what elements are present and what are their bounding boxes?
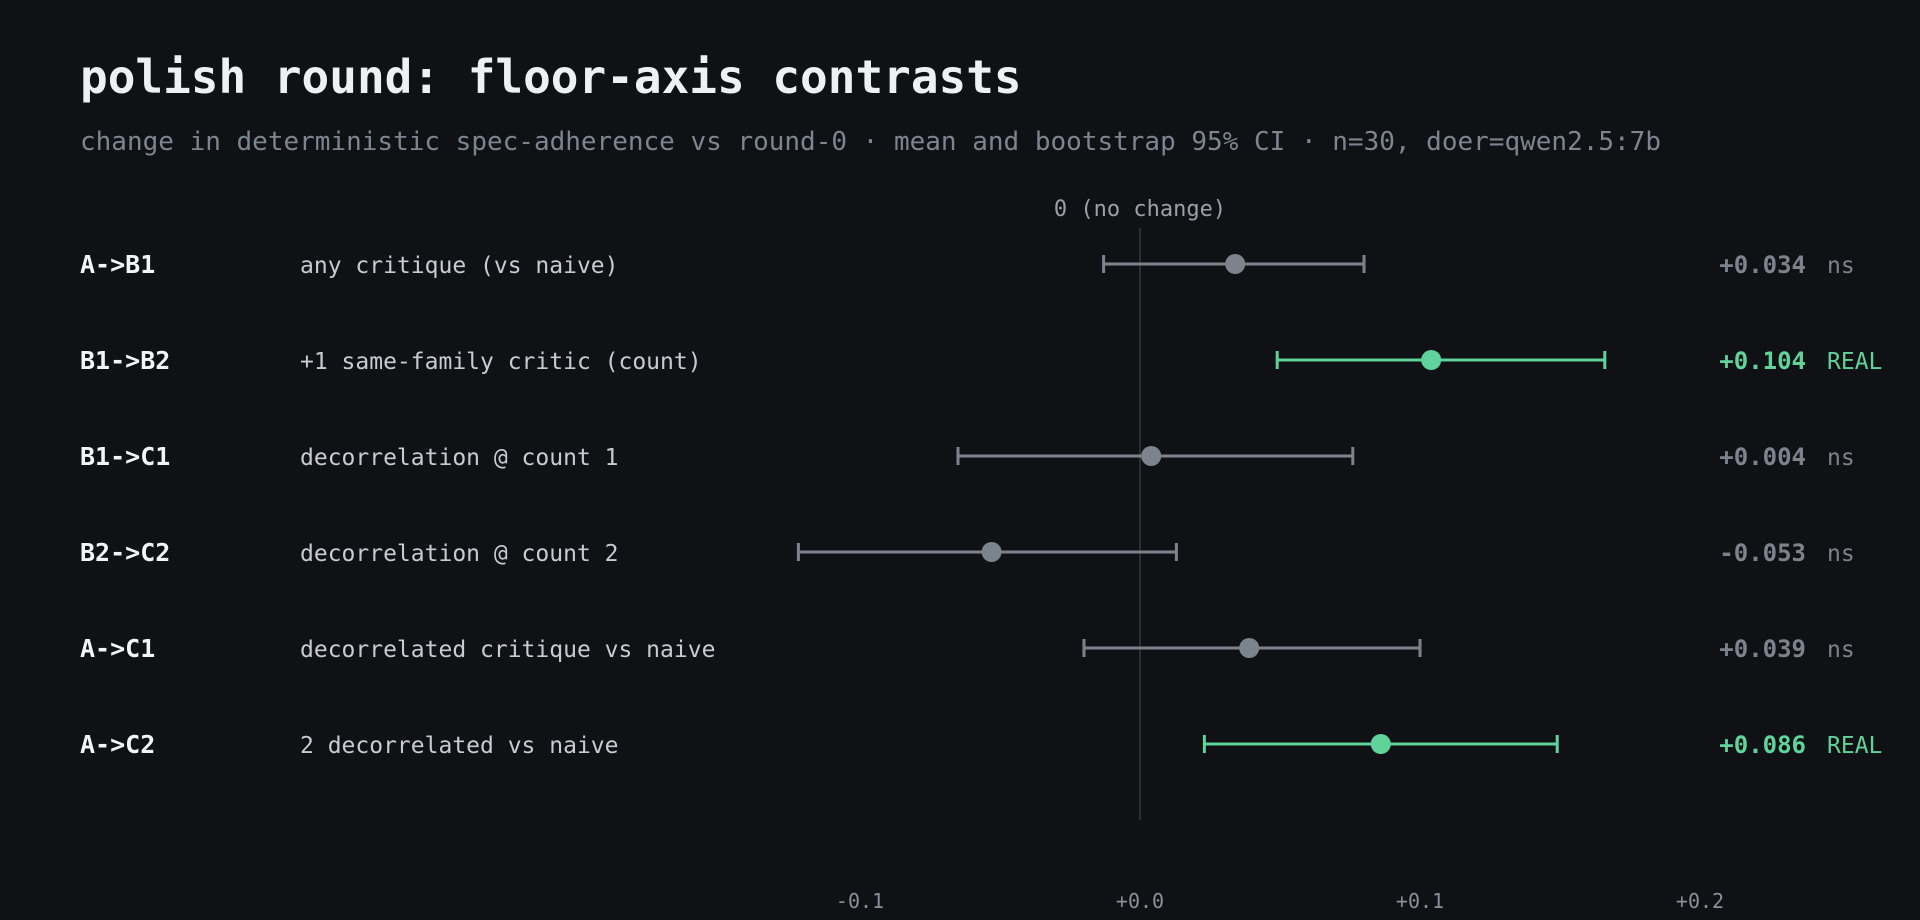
zero-line-label: 0 (no change) (1054, 197, 1226, 222)
significance-tag: ns (1827, 445, 1855, 471)
mean-point (1141, 446, 1162, 466)
x-tick-label: -0.1 (836, 889, 884, 913)
contrast-row: B1->C1 decorrelation @ count 1 +0.004 ns (80, 442, 1855, 471)
x-axis: -0.1 +0.0 +0.1 +0.2 (836, 889, 1724, 913)
x-tick-label: +0.1 (1396, 889, 1444, 913)
mean-value-label: +0.034 (1719, 251, 1806, 279)
contrast-description: +1 same-family critic (count) (300, 349, 702, 375)
contrast-id: A->C2 (80, 730, 155, 759)
contrast-id: B1->B2 (80, 346, 170, 375)
contrast-row: B1->B2 +1 same-family critic (count) +0.10… (80, 346, 1882, 375)
contrast-row: A->B1 any critique (vs naive) +0.034 ns (80, 250, 1855, 279)
significance-tag: REAL (1827, 349, 1882, 375)
contrast-id: A->C1 (80, 634, 155, 663)
contrast-row: A->C2 2 decorrelated vs naive +0.086 REAL (80, 730, 1882, 759)
x-tick-label: +0.2 (1676, 889, 1724, 913)
contrast-rows: A->B1 any critique (vs naive) +0.034 nsB1->… (80, 250, 1882, 759)
significance-tag: REAL (1827, 733, 1882, 759)
mean-point (1370, 734, 1391, 754)
contrast-description: 2 decorrelated vs naive (300, 733, 619, 759)
chart-title: polish round: floor-axis contrasts (80, 50, 1022, 104)
mean-point (1225, 254, 1246, 274)
mean-point (1239, 638, 1260, 658)
mean-value-label: +0.039 (1719, 635, 1806, 663)
significance-tag: ns (1827, 541, 1855, 567)
mean-point (1421, 350, 1442, 370)
x-tick-label: +0.0 (1116, 889, 1164, 913)
contrast-row: A->C1 decorrelated critique vs naive +0.03… (80, 634, 1855, 663)
contrast-row: B2->C2 decorrelation @ count 2 -0.053 ns (80, 538, 1855, 567)
chart-subtitle: change in deterministic spec-adherence v… (80, 127, 1661, 157)
mean-point (981, 542, 1002, 562)
contrast-description: decorrelation @ count 2 (300, 541, 619, 567)
contrast-description: decorrelated critique vs naive (300, 637, 715, 663)
contrast-description: decorrelation @ count 1 (300, 445, 619, 471)
mean-value-label: +0.086 (1719, 731, 1806, 759)
contrast-id: B1->C1 (80, 442, 170, 471)
contrast-id: B2->C2 (80, 538, 170, 567)
contrast-id: A->B1 (80, 250, 155, 279)
mean-value-label: -0.053 (1719, 539, 1806, 567)
contrast-description: any critique (vs naive) (300, 253, 619, 279)
significance-tag: ns (1827, 637, 1855, 663)
significance-tag: ns (1827, 253, 1855, 279)
mean-value-label: +0.104 (1719, 347, 1806, 375)
mean-value-label: +0.004 (1719, 443, 1806, 471)
